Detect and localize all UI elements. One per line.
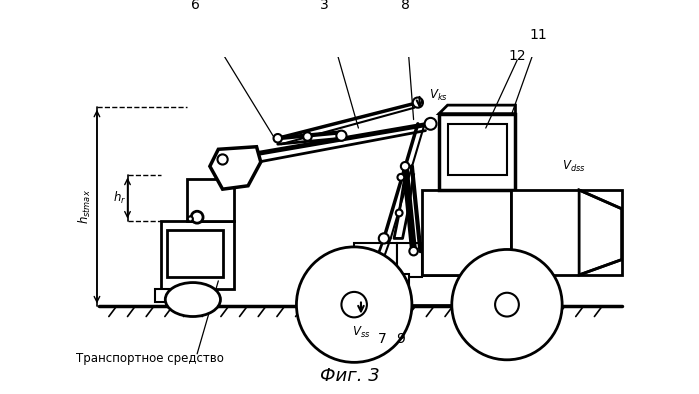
Text: 11: 11 xyxy=(530,28,547,42)
Ellipse shape xyxy=(165,282,220,316)
Bar xyxy=(396,243,422,277)
Text: 9: 9 xyxy=(396,332,405,346)
Bar xyxy=(511,190,621,275)
Circle shape xyxy=(379,233,389,243)
Circle shape xyxy=(336,130,347,141)
Text: Транспортное средство: Транспортное средство xyxy=(76,353,224,366)
Text: Фиг. 3: Фиг. 3 xyxy=(320,367,380,385)
Text: $h_r$: $h_r$ xyxy=(113,190,127,206)
Text: $h_{stmax}$: $h_{stmax}$ xyxy=(77,190,93,225)
Bar xyxy=(354,243,396,277)
Bar xyxy=(154,289,172,302)
Text: 3: 3 xyxy=(320,0,329,12)
Bar xyxy=(422,190,511,275)
Bar xyxy=(354,275,511,305)
Circle shape xyxy=(424,118,436,130)
Bar xyxy=(392,274,410,289)
Bar xyxy=(187,179,233,221)
Circle shape xyxy=(410,247,418,255)
Text: 12: 12 xyxy=(508,49,526,63)
Text: $V_{ks}$: $V_{ks}$ xyxy=(429,88,448,103)
Circle shape xyxy=(396,210,403,216)
Text: $V_{dss}$: $V_{dss}$ xyxy=(562,159,586,174)
Circle shape xyxy=(303,132,312,141)
Bar xyxy=(439,113,515,190)
Text: 8: 8 xyxy=(401,0,410,12)
Text: 7: 7 xyxy=(377,332,387,346)
Circle shape xyxy=(452,249,562,360)
Polygon shape xyxy=(210,147,261,189)
Circle shape xyxy=(495,293,519,316)
Circle shape xyxy=(217,154,228,165)
Circle shape xyxy=(191,211,203,223)
Text: 6: 6 xyxy=(191,0,200,12)
Circle shape xyxy=(273,134,282,143)
Bar xyxy=(161,221,233,289)
Bar xyxy=(447,124,507,175)
Polygon shape xyxy=(439,105,515,113)
Circle shape xyxy=(412,97,423,108)
Circle shape xyxy=(341,292,367,317)
Circle shape xyxy=(296,247,412,362)
Circle shape xyxy=(401,162,410,171)
Bar xyxy=(367,274,396,289)
Circle shape xyxy=(188,216,193,221)
Bar xyxy=(167,230,222,277)
Polygon shape xyxy=(579,190,621,275)
Text: $V_{ss}$: $V_{ss}$ xyxy=(352,325,370,340)
Circle shape xyxy=(398,174,404,181)
